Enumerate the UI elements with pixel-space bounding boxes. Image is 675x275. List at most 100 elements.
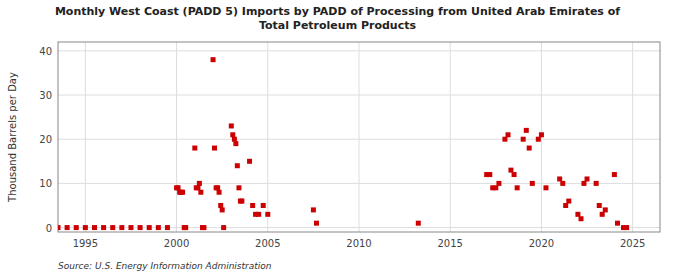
background xyxy=(0,0,675,275)
point xyxy=(581,181,586,186)
point xyxy=(524,128,529,133)
point xyxy=(101,225,106,230)
point xyxy=(218,203,223,208)
point xyxy=(612,172,617,177)
point xyxy=(615,221,620,226)
grid-line-x xyxy=(359,42,360,232)
point xyxy=(198,190,203,195)
y-tick-label: 10 xyxy=(39,178,52,189)
point xyxy=(221,225,226,230)
point xyxy=(521,137,526,142)
point xyxy=(195,185,200,190)
point xyxy=(138,225,143,230)
point xyxy=(600,212,605,217)
point xyxy=(563,203,568,208)
title: Monthly West Coast (PADD 5) Imports by P… xyxy=(55,5,620,32)
y-tick-label: 40 xyxy=(39,46,52,57)
points xyxy=(58,57,629,230)
point xyxy=(536,137,541,142)
grid xyxy=(58,42,660,232)
point xyxy=(539,132,544,137)
point xyxy=(560,181,565,186)
point xyxy=(180,190,185,195)
point xyxy=(508,168,513,173)
point xyxy=(58,225,61,230)
point xyxy=(597,203,602,208)
point xyxy=(557,176,562,181)
point xyxy=(92,225,97,230)
point xyxy=(624,225,629,230)
point xyxy=(230,132,235,137)
y-tick-label: 30 xyxy=(39,90,52,101)
x-tick-label: 2015 xyxy=(437,238,462,249)
point xyxy=(314,221,319,226)
point xyxy=(165,225,170,230)
point xyxy=(579,216,584,221)
point xyxy=(527,146,532,151)
chart: Monthly West Coast (PADD 5) Imports by P… xyxy=(0,0,675,275)
grid-line-x xyxy=(176,42,177,232)
point xyxy=(515,185,520,190)
point xyxy=(594,181,599,186)
point xyxy=(192,146,197,151)
point xyxy=(530,181,535,186)
plot-frame xyxy=(58,42,660,232)
point xyxy=(261,203,266,208)
point xyxy=(65,225,70,230)
x-tick-label: 2005 xyxy=(255,238,280,249)
point xyxy=(512,172,517,177)
point xyxy=(212,146,217,151)
point xyxy=(183,225,188,230)
point xyxy=(235,163,240,168)
point xyxy=(119,225,124,230)
point xyxy=(229,123,234,128)
grid-line-x xyxy=(85,42,86,232)
source: Source: U.S. Energy Information Administ… xyxy=(58,261,272,271)
point xyxy=(506,132,511,137)
x-tick-label: 1995 xyxy=(73,238,98,249)
y-axis-label: Thousand Barrels per Day xyxy=(7,72,18,203)
point xyxy=(215,185,220,190)
x-tick-label: 2020 xyxy=(529,238,554,249)
point xyxy=(256,212,261,217)
point xyxy=(575,212,580,217)
point xyxy=(83,225,88,230)
point xyxy=(496,181,501,186)
point xyxy=(176,185,181,190)
point xyxy=(220,207,225,212)
point xyxy=(543,185,548,190)
x-tick-label: 2025 xyxy=(620,238,645,249)
grid-line-x xyxy=(450,42,451,232)
point xyxy=(502,137,507,142)
y-tick-label: 20 xyxy=(39,134,52,145)
point xyxy=(110,225,115,230)
point xyxy=(147,225,152,230)
point xyxy=(585,176,590,181)
point xyxy=(416,221,421,226)
point xyxy=(217,190,222,195)
point xyxy=(156,225,161,230)
point xyxy=(232,137,237,142)
point xyxy=(247,159,252,164)
point xyxy=(128,225,133,230)
point xyxy=(265,212,270,217)
point xyxy=(311,207,316,212)
y-tick-label: 0 xyxy=(46,223,52,234)
point xyxy=(201,225,206,230)
point xyxy=(493,185,498,190)
x-tick-label: 2010 xyxy=(346,238,371,249)
point xyxy=(239,199,244,204)
point xyxy=(566,199,571,204)
point xyxy=(211,57,216,62)
point xyxy=(236,185,241,190)
title-line: Monthly West Coast (PADD 5) Imports by P… xyxy=(55,5,620,18)
grid-line-x xyxy=(632,42,633,232)
point xyxy=(487,172,492,177)
grid-line-x xyxy=(267,42,268,232)
title-line: Total Petroleum Products xyxy=(259,19,417,32)
point xyxy=(250,203,255,208)
point xyxy=(74,225,79,230)
point xyxy=(197,181,202,186)
point xyxy=(603,207,608,212)
x-tick-label: 2000 xyxy=(164,238,189,249)
